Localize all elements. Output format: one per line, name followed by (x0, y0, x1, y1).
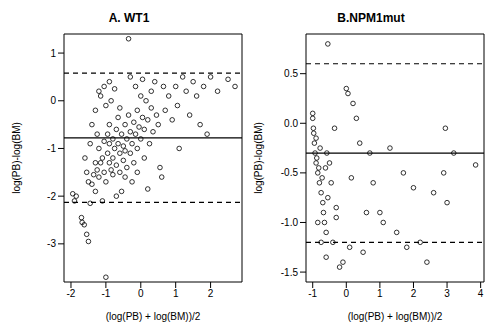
svg-text:1: 1 (50, 48, 56, 59)
svg-text:1: 1 (173, 288, 179, 299)
svg-text:(log(PB) + log(BM))/2: (log(PB) + log(BM))/2 (106, 311, 201, 322)
html-text:B.NPM1mut: B.NPM1mut (337, 11, 405, 25)
svg-text:(log(PB) + log(BM))/2: (log(PB) + log(BM))/2 (348, 311, 443, 322)
svg-text:-1.0: -1.0 (281, 217, 299, 228)
svg-text:2: 2 (208, 288, 214, 299)
svg-text:-0.5: -0.5 (281, 167, 299, 178)
svg-text:-3: -3 (47, 238, 56, 249)
svg-text:2: 2 (411, 288, 417, 299)
svg-text:0: 0 (50, 95, 56, 106)
svg-text:0: 0 (138, 288, 144, 299)
svg-text:-1.5: -1.5 (281, 267, 299, 278)
svg-text:-1: -1 (308, 288, 317, 299)
svg-text:log(PB)-log(BM): log(PB)-log(BM) (253, 122, 264, 194)
svg-text:0.5: 0.5 (284, 68, 298, 79)
svg-text:1: 1 (377, 288, 383, 299)
svg-text:-2: -2 (67, 288, 76, 299)
svg-text:3: 3 (444, 288, 450, 299)
svg-text:log(PB)-log(BM): log(PB)-log(BM) (11, 122, 22, 194)
svg-text:-1: -1 (101, 288, 110, 299)
html-text:A. WT1: A. WT1 (108, 11, 150, 25)
svg-text:-2: -2 (47, 191, 56, 202)
svg-text:4: 4 (478, 288, 484, 299)
svg-text:0.0: 0.0 (284, 118, 298, 129)
svg-text:0: 0 (344, 288, 350, 299)
svg-text:-1: -1 (47, 143, 56, 154)
